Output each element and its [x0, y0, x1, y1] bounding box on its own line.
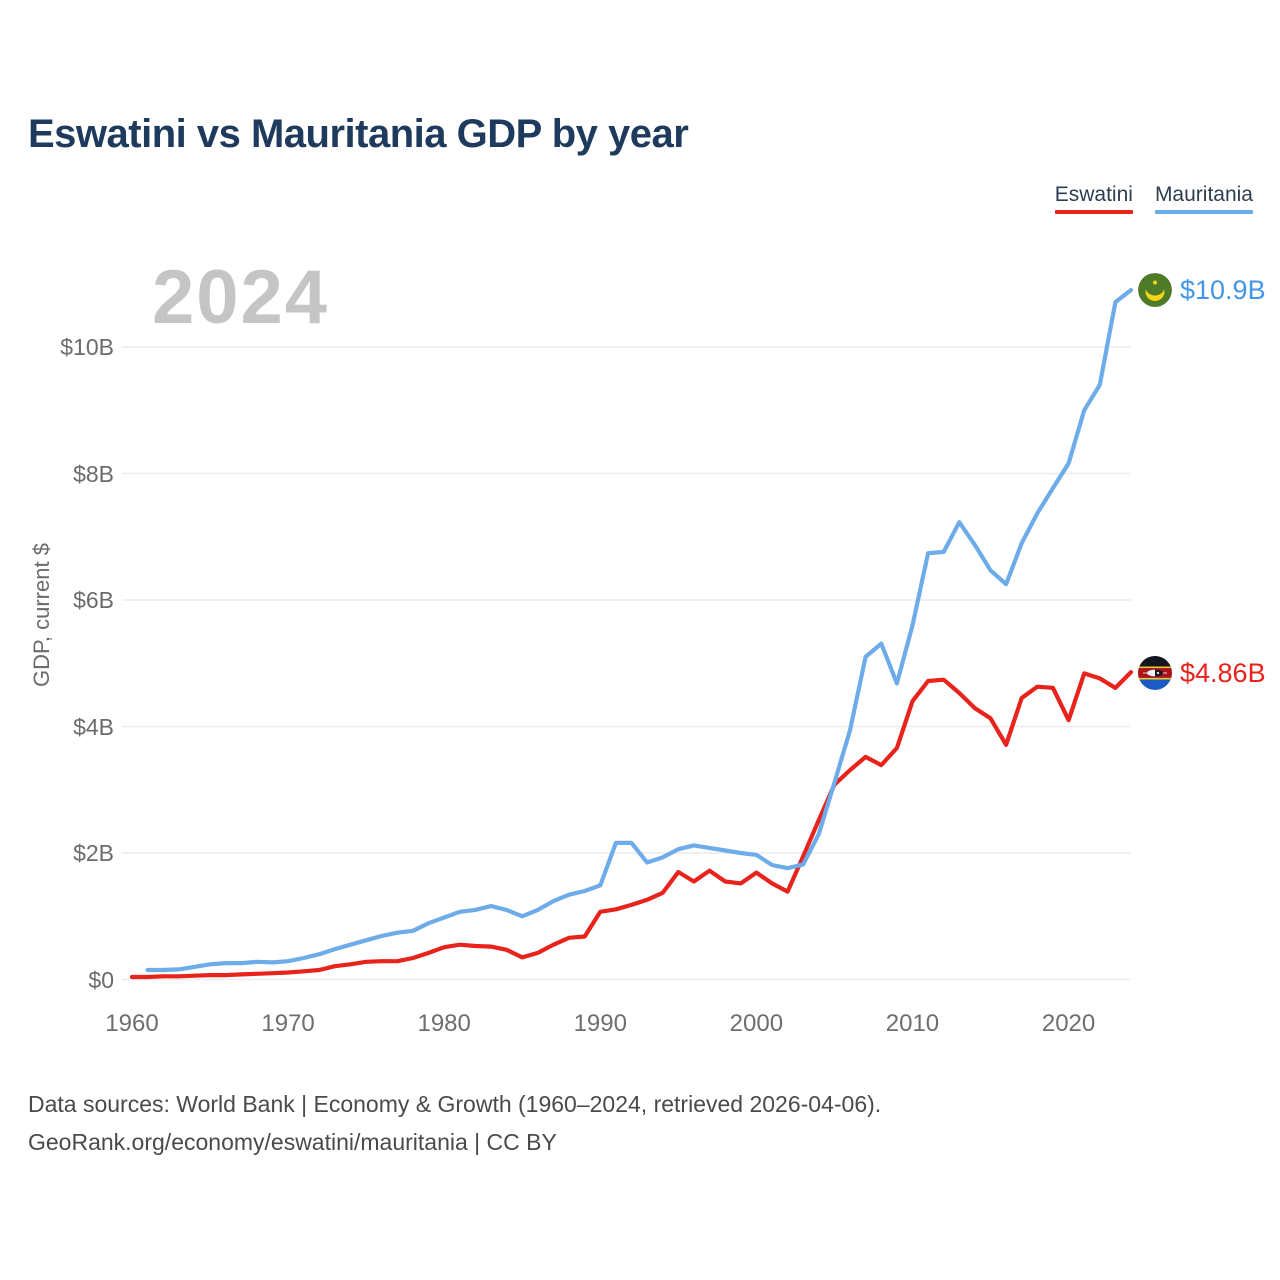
- y-tick-label: $2B: [73, 840, 114, 866]
- x-tick-label: 2010: [885, 1010, 940, 1037]
- eswatini-end-value: $4.86B: [1180, 657, 1266, 688]
- legend-underline-eswatini: [1054, 210, 1133, 215]
- y-axis-title: GDP, current $: [29, 543, 54, 687]
- legend-label-eswatini: Eswatini: [1054, 183, 1133, 206]
- eswatini-flag-icon: [1138, 656, 1172, 690]
- legend-item-mauritania[interactable]: Mauritania: [1154, 183, 1253, 215]
- legend-underline-mauritania: [1154, 210, 1253, 215]
- series-line-mauritania: [145, 288, 1134, 973]
- x-tick-label: 1970: [261, 1010, 315, 1037]
- legend: Eswatini Mauritania: [1054, 183, 1253, 215]
- footer-sources: Data sources: World Bank | Economy & Gro…: [28, 1091, 882, 1117]
- x-tick-label: 1960: [105, 1010, 159, 1037]
- footer-attribution: GeoRank.org/economy/eswatini/mauritania …: [28, 1128, 557, 1155]
- x-tick-label: 2020: [1041, 1010, 1096, 1037]
- y-tick-label: $6B: [73, 587, 114, 613]
- eswatini-end-label: $4.86B: [1138, 656, 1266, 690]
- y-tick-label: $4B: [73, 713, 114, 740]
- series-line-eswatini: [129, 669, 1134, 980]
- x-tick-label: 2000: [729, 1010, 784, 1037]
- mauritania-end-label: $10.9B: [1138, 273, 1266, 307]
- y-tick-label: $8B: [73, 460, 114, 487]
- x-tick-label: 1980: [417, 1010, 471, 1037]
- legend-item-eswatini[interactable]: Eswatini: [1054, 183, 1133, 215]
- page-title: Eswatini vs Mauritania GDP by year: [28, 112, 689, 156]
- legend-label-mauritania: Mauritania: [1154, 183, 1253, 206]
- y-tick-label: $0: [88, 966, 114, 993]
- footer: Data sources: World Bank | Economy & Gro…: [28, 1086, 881, 1162]
- watermark-year: 2024: [152, 255, 330, 340]
- x-tick-label: 1990: [573, 1010, 627, 1037]
- y-tick-label: $10B: [60, 334, 114, 360]
- mauritania-end-value: $10.9B: [1180, 274, 1266, 305]
- mauritania-flag-icon: [1138, 273, 1172, 307]
